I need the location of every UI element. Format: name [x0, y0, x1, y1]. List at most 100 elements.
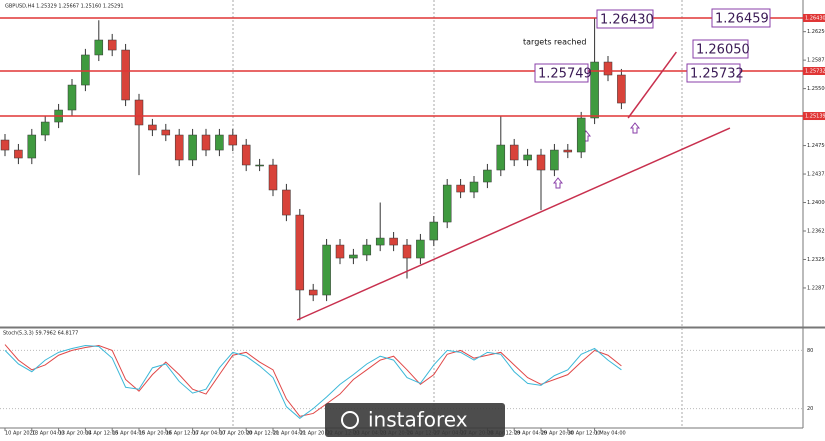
- annotation-label: 1.26459: [715, 12, 769, 27]
- candle-body: [322, 244, 331, 296]
- header: GBPUSD,H4 1.25329 1.25667 1.25160 1.2529…: [5, 4, 124, 10]
- x-tick-label: 20 Apr 12:00: [246, 431, 279, 437]
- candle-body: [308, 289, 318, 296]
- candle-body: [335, 244, 345, 259]
- x-tick-label: 13 Apr 04:00: [32, 431, 65, 437]
- x-tick-label: 10 Apr 2020: [5, 431, 36, 437]
- candle-body: [496, 144, 506, 171]
- y-tick-label: 20: [807, 406, 813, 412]
- x-tick-label: 29 Apr 04:00: [514, 431, 547, 437]
- candle-body: [67, 84, 77, 111]
- candle-body: [161, 129, 171, 136]
- y-tick-label: 1.24375: [807, 172, 825, 178]
- level-tag-label: 1.26430: [805, 15, 825, 21]
- x-tick-label: 16 Apr 12:00: [166, 431, 199, 437]
- annotation-label: 1.26430: [600, 13, 654, 28]
- indicator-title: Stoch(5,3,3) 59.7962 64.8177: [3, 331, 78, 337]
- trend-line: [296, 127, 731, 321]
- candle-body: [375, 237, 385, 246]
- candle-body: [576, 117, 586, 153]
- candle-body: [215, 134, 224, 151]
- x-tick-label: 21 Apr 20:00: [300, 431, 333, 437]
- x-tick-label: 21 Apr 04:00: [273, 431, 306, 437]
- candle-body: [456, 184, 465, 193]
- y-tick-label: 1.25500: [807, 86, 825, 92]
- level-tag: [803, 66, 825, 75]
- candle-body: [483, 169, 492, 183]
- candle-body: [94, 39, 104, 56]
- candle-body: [416, 239, 425, 259]
- annotation-box: [686, 63, 741, 83]
- candle-body: [14, 149, 23, 159]
- candle-body: [27, 134, 37, 159]
- candle-body: [509, 144, 519, 161]
- candle-body: [603, 61, 613, 76]
- candle-body: [0, 139, 10, 151]
- candle-body: [402, 244, 412, 259]
- candle-body: [590, 61, 599, 119]
- arrow-up: [552, 177, 564, 189]
- candle-body: [429, 221, 439, 241]
- candle-body: [349, 254, 358, 259]
- watermark: instaforex: [325, 403, 505, 437]
- annotation-box: [596, 9, 654, 29]
- y-tick-label: 1.23625: [807, 228, 825, 234]
- watermark-text: instaforex: [368, 408, 468, 432]
- candle-body: [282, 189, 291, 216]
- annotation-box: [711, 8, 771, 28]
- trend-line: [627, 51, 677, 119]
- y-tick-label: 1.25875: [807, 58, 825, 64]
- y-tick-label: 1.22875: [807, 285, 825, 291]
- candle-body: [362, 244, 372, 256]
- candle-body: [523, 154, 532, 161]
- annotation-label: 1.25749: [538, 67, 592, 82]
- level-tag: [803, 112, 825, 121]
- x-tick-label: 15 Apr 04:00: [112, 431, 145, 437]
- x-tick-label: 17 Apr 20:00: [219, 431, 252, 437]
- candle-body: [255, 164, 264, 167]
- candle-body: [295, 214, 305, 291]
- watermark-icon: [341, 411, 359, 429]
- candle-body: [442, 184, 452, 223]
- y-tick-label: 1.23250: [807, 257, 825, 263]
- candle-body: [134, 99, 144, 126]
- candle-body: [148, 124, 157, 131]
- candle-body: [174, 134, 184, 161]
- candle-body: [617, 74, 626, 104]
- annotation-box: [534, 63, 589, 83]
- annotation-box: [692, 39, 749, 59]
- x-tick-label: 13 Apr 20:00: [59, 431, 92, 437]
- annotation-label: 1.26050: [696, 43, 750, 58]
- candle-body: [268, 164, 278, 191]
- level-tag-label: 1.25732: [805, 68, 825, 74]
- candle-body: [40, 121, 50, 136]
- candle-body: [81, 54, 90, 86]
- level-tag-label: 1.25139: [805, 114, 825, 120]
- candle-body: [469, 181, 479, 193]
- indicator-line: [4, 345, 622, 419]
- x-tick-label: 1 May 04:00: [595, 431, 626, 437]
- indicator-line: [4, 344, 622, 417]
- candle-body: [188, 134, 197, 161]
- candle-body: [201, 134, 211, 151]
- x-tick-label: 30 Apr 12:00: [568, 431, 601, 437]
- y-tick-label: 80: [807, 348, 813, 354]
- arrow-up: [629, 122, 641, 134]
- candle-body: [107, 39, 117, 51]
- x-tick-label: 14 Apr 12:00: [85, 431, 118, 437]
- level-tag: [803, 13, 825, 22]
- candle-body: [121, 49, 130, 101]
- candle-body: [228, 134, 238, 146]
- candle-body: [550, 149, 559, 171]
- x-tick-label: 15 Apr 20:00: [139, 431, 172, 437]
- y-tick-label: 1.24000: [807, 200, 825, 206]
- note: targets reached: [523, 38, 586, 47]
- x-tick-label: 29 Apr 20:00: [541, 431, 574, 437]
- y-tick-label: 1.24750: [807, 143, 825, 149]
- candle-body: [536, 154, 546, 171]
- candle-body: [389, 237, 398, 246]
- annotation-label: 1.25732: [690, 67, 744, 82]
- y-tick-label: 1.26250: [807, 29, 825, 35]
